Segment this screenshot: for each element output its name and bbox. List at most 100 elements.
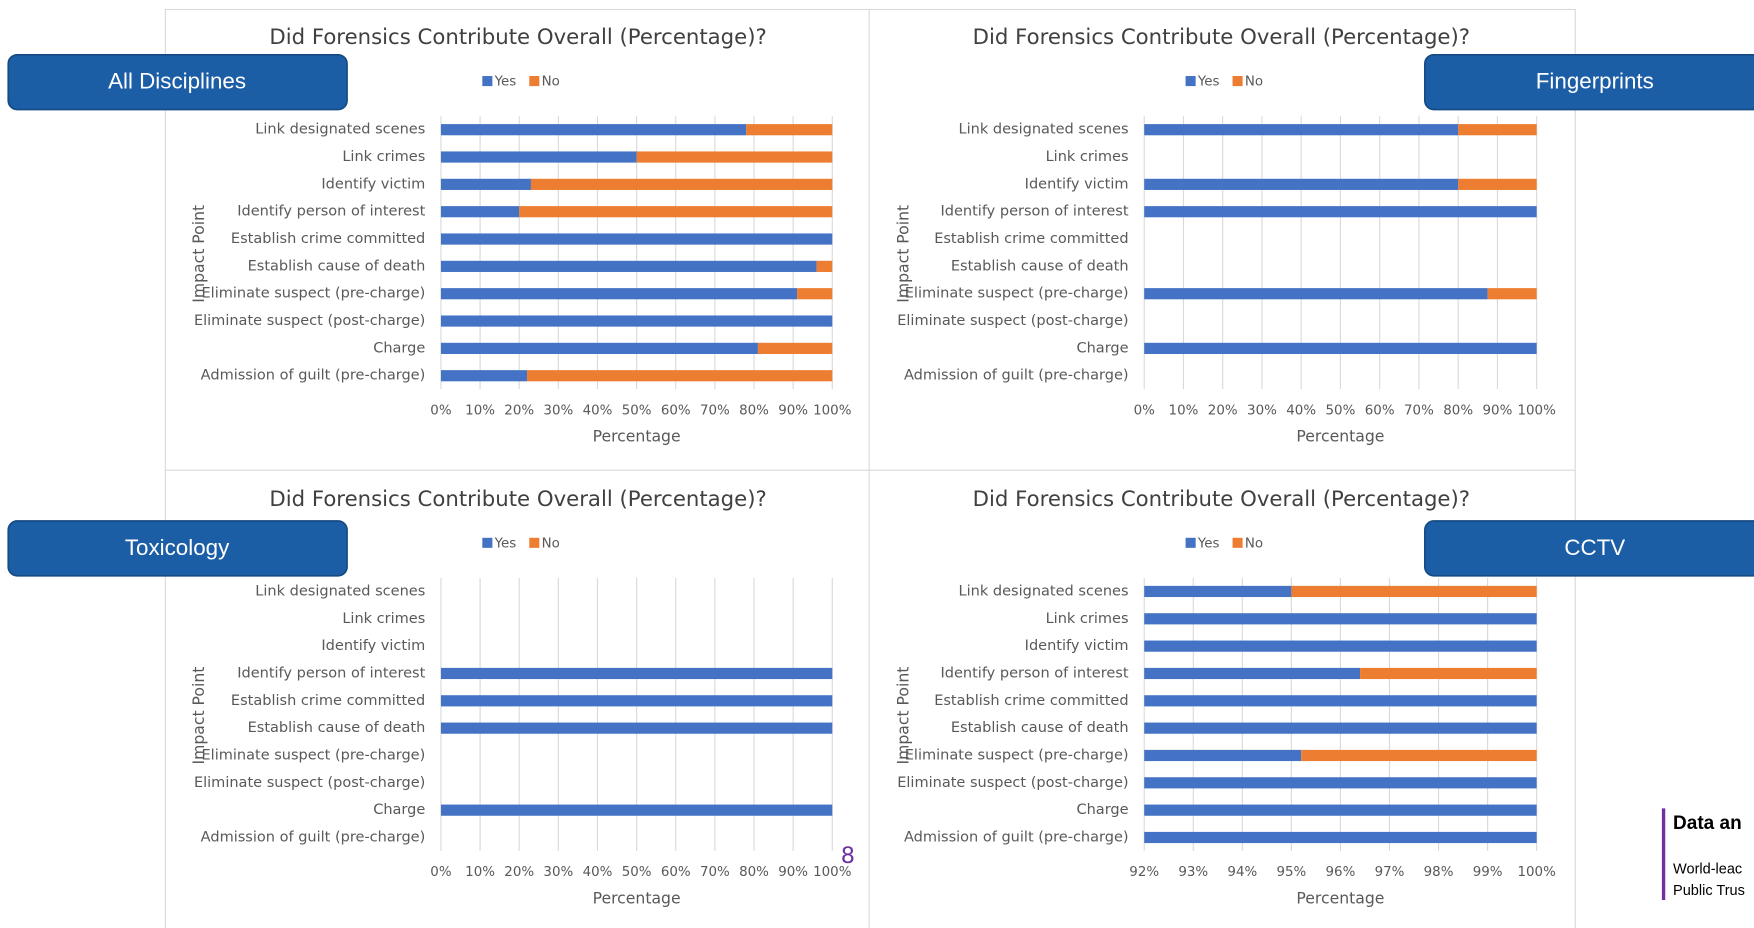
legend-swatch <box>1232 76 1243 87</box>
bar-segment <box>440 804 833 816</box>
bar-segment <box>440 695 833 707</box>
bar-segment <box>1458 178 1537 190</box>
x-tick-label: 100% <box>813 865 851 880</box>
legend-swatch <box>529 76 540 87</box>
y-tick-label: Link crimes <box>1046 611 1129 627</box>
section-badge <box>7 53 348 111</box>
bar-segment <box>1144 749 1302 762</box>
bar-segment <box>527 370 833 382</box>
y-tick-label: Eliminate suspect (pre-charge) <box>905 286 1129 302</box>
legend-label: No <box>1245 536 1263 551</box>
y-tick-label: Charge <box>1076 340 1128 356</box>
chart-title: Did Forensics Contribute Overall (Percen… <box>269 487 766 512</box>
x-tick-label: 90% <box>778 403 808 418</box>
x-tick-label: 50% <box>622 865 652 880</box>
bar-segment <box>440 178 531 190</box>
bar-segment <box>530 178 833 190</box>
x-tick-label: 98% <box>1424 865 1454 880</box>
x-tick-label: 93% <box>1178 865 1208 880</box>
x-tick-label: 90% <box>1483 403 1513 418</box>
legend-label: No <box>542 75 560 90</box>
section-badge-label: Fingerprints <box>1536 69 1654 94</box>
legend-label: Yes <box>1197 75 1220 90</box>
y-tick-label: Admission of guilt (pre-charge) <box>201 829 426 845</box>
y-tick-label: Establish crime committed <box>231 231 425 247</box>
y-tick-label: Identify person of interest <box>940 665 1128 681</box>
legend-swatch <box>1185 537 1196 548</box>
chart-title: Did Forensics Contribute Overall (Percen… <box>973 25 1470 50</box>
x-tick-label: 20% <box>504 403 534 418</box>
x-tick-label: 20% <box>1208 403 1238 418</box>
bar-segment <box>636 151 833 163</box>
x-tick-label: 100% <box>813 403 851 418</box>
y-axis-title: Impact Point <box>189 205 208 303</box>
section-badge <box>1424 53 1754 111</box>
bar-segment <box>440 667 833 680</box>
y-tick-label: Identify person of interest <box>237 665 425 681</box>
bar-segment <box>1144 124 1459 136</box>
x-tick-label: 10% <box>1169 403 1199 418</box>
x-tick-label: 10% <box>465 865 495 880</box>
y-tick-label: Admission of guilt (pre-charge) <box>904 368 1129 384</box>
bar-segment <box>1144 831 1537 844</box>
bar-segment <box>440 206 520 218</box>
x-tick-label: 99% <box>1473 865 1503 880</box>
bar-segment <box>440 342 758 354</box>
page-number: 8 <box>841 843 855 869</box>
y-tick-label: Link crimes <box>342 611 425 627</box>
section-badge-label: Toxicology <box>125 535 230 560</box>
legend-label: Yes <box>494 536 517 551</box>
x-tick-label: 60% <box>1365 403 1395 418</box>
section-badge-label: All Disciplines <box>108 69 246 94</box>
bar-segment <box>1301 749 1537 762</box>
x-tick-label: 100% <box>1517 403 1555 418</box>
bar-segment <box>1458 124 1537 136</box>
y-tick-label: Link designated scenes <box>959 122 1129 138</box>
legend-label: Yes <box>1197 536 1220 551</box>
bar-segment <box>1144 722 1537 734</box>
x-tick-label: 10% <box>465 403 495 418</box>
y-tick-label: Eliminate suspect (pre-charge) <box>202 286 426 302</box>
bar-segment <box>1144 777 1537 789</box>
y-tick-label: Eliminate suspect (pre-charge) <box>905 747 1129 763</box>
footer-line: Public Trus <box>1673 883 1745 899</box>
bar-segment <box>1144 667 1361 680</box>
bar-segment <box>1144 206 1537 218</box>
bar-segment <box>816 260 833 272</box>
bar-segment <box>1144 178 1459 190</box>
bar-segment <box>440 260 817 272</box>
section-badge <box>7 520 348 577</box>
y-tick-label: Charge <box>1076 802 1128 818</box>
x-tick-label: 0% <box>1134 403 1155 418</box>
bar-segment <box>440 315 833 327</box>
bar-segment <box>1144 804 1537 816</box>
bar-segment <box>440 151 637 163</box>
bar-segment <box>440 233 833 245</box>
y-tick-label: Eliminate suspect (post-charge) <box>897 775 1128 791</box>
bar-segment <box>797 288 833 300</box>
bar-segment <box>1144 585 1292 598</box>
y-tick-label: Establish crime committed <box>934 693 1128 709</box>
y-tick-label: Establish cause of death <box>951 258 1129 274</box>
chart-title: Did Forensics Contribute Overall (Percen… <box>269 25 766 50</box>
y-tick-label: Identify person of interest <box>940 204 1128 220</box>
x-tick-label: 92% <box>1129 865 1159 880</box>
y-tick-label: Identify victim <box>321 638 425 654</box>
legend-swatch <box>482 537 493 548</box>
y-tick-label: Link designated scenes <box>255 583 425 599</box>
y-axis-title: Impact Point <box>189 667 208 765</box>
bar-segment <box>1487 288 1537 300</box>
y-tick-label: Identify victim <box>1025 638 1129 654</box>
x-tick-label: 0% <box>430 403 451 418</box>
legend-label: No <box>1245 75 1263 90</box>
y-tick-label: Admission of guilt (pre-charge) <box>904 829 1129 845</box>
legend-swatch <box>1185 76 1196 87</box>
x-tick-label: 80% <box>1443 403 1473 418</box>
panel-frame <box>164 8 1576 928</box>
footer-line: World-leac <box>1673 862 1742 878</box>
y-tick-label: Eliminate suspect (post-charge) <box>194 775 425 791</box>
bar-segment <box>1144 288 1488 300</box>
y-tick-label: Identify victim <box>321 176 425 192</box>
legend-label: No <box>542 536 560 551</box>
